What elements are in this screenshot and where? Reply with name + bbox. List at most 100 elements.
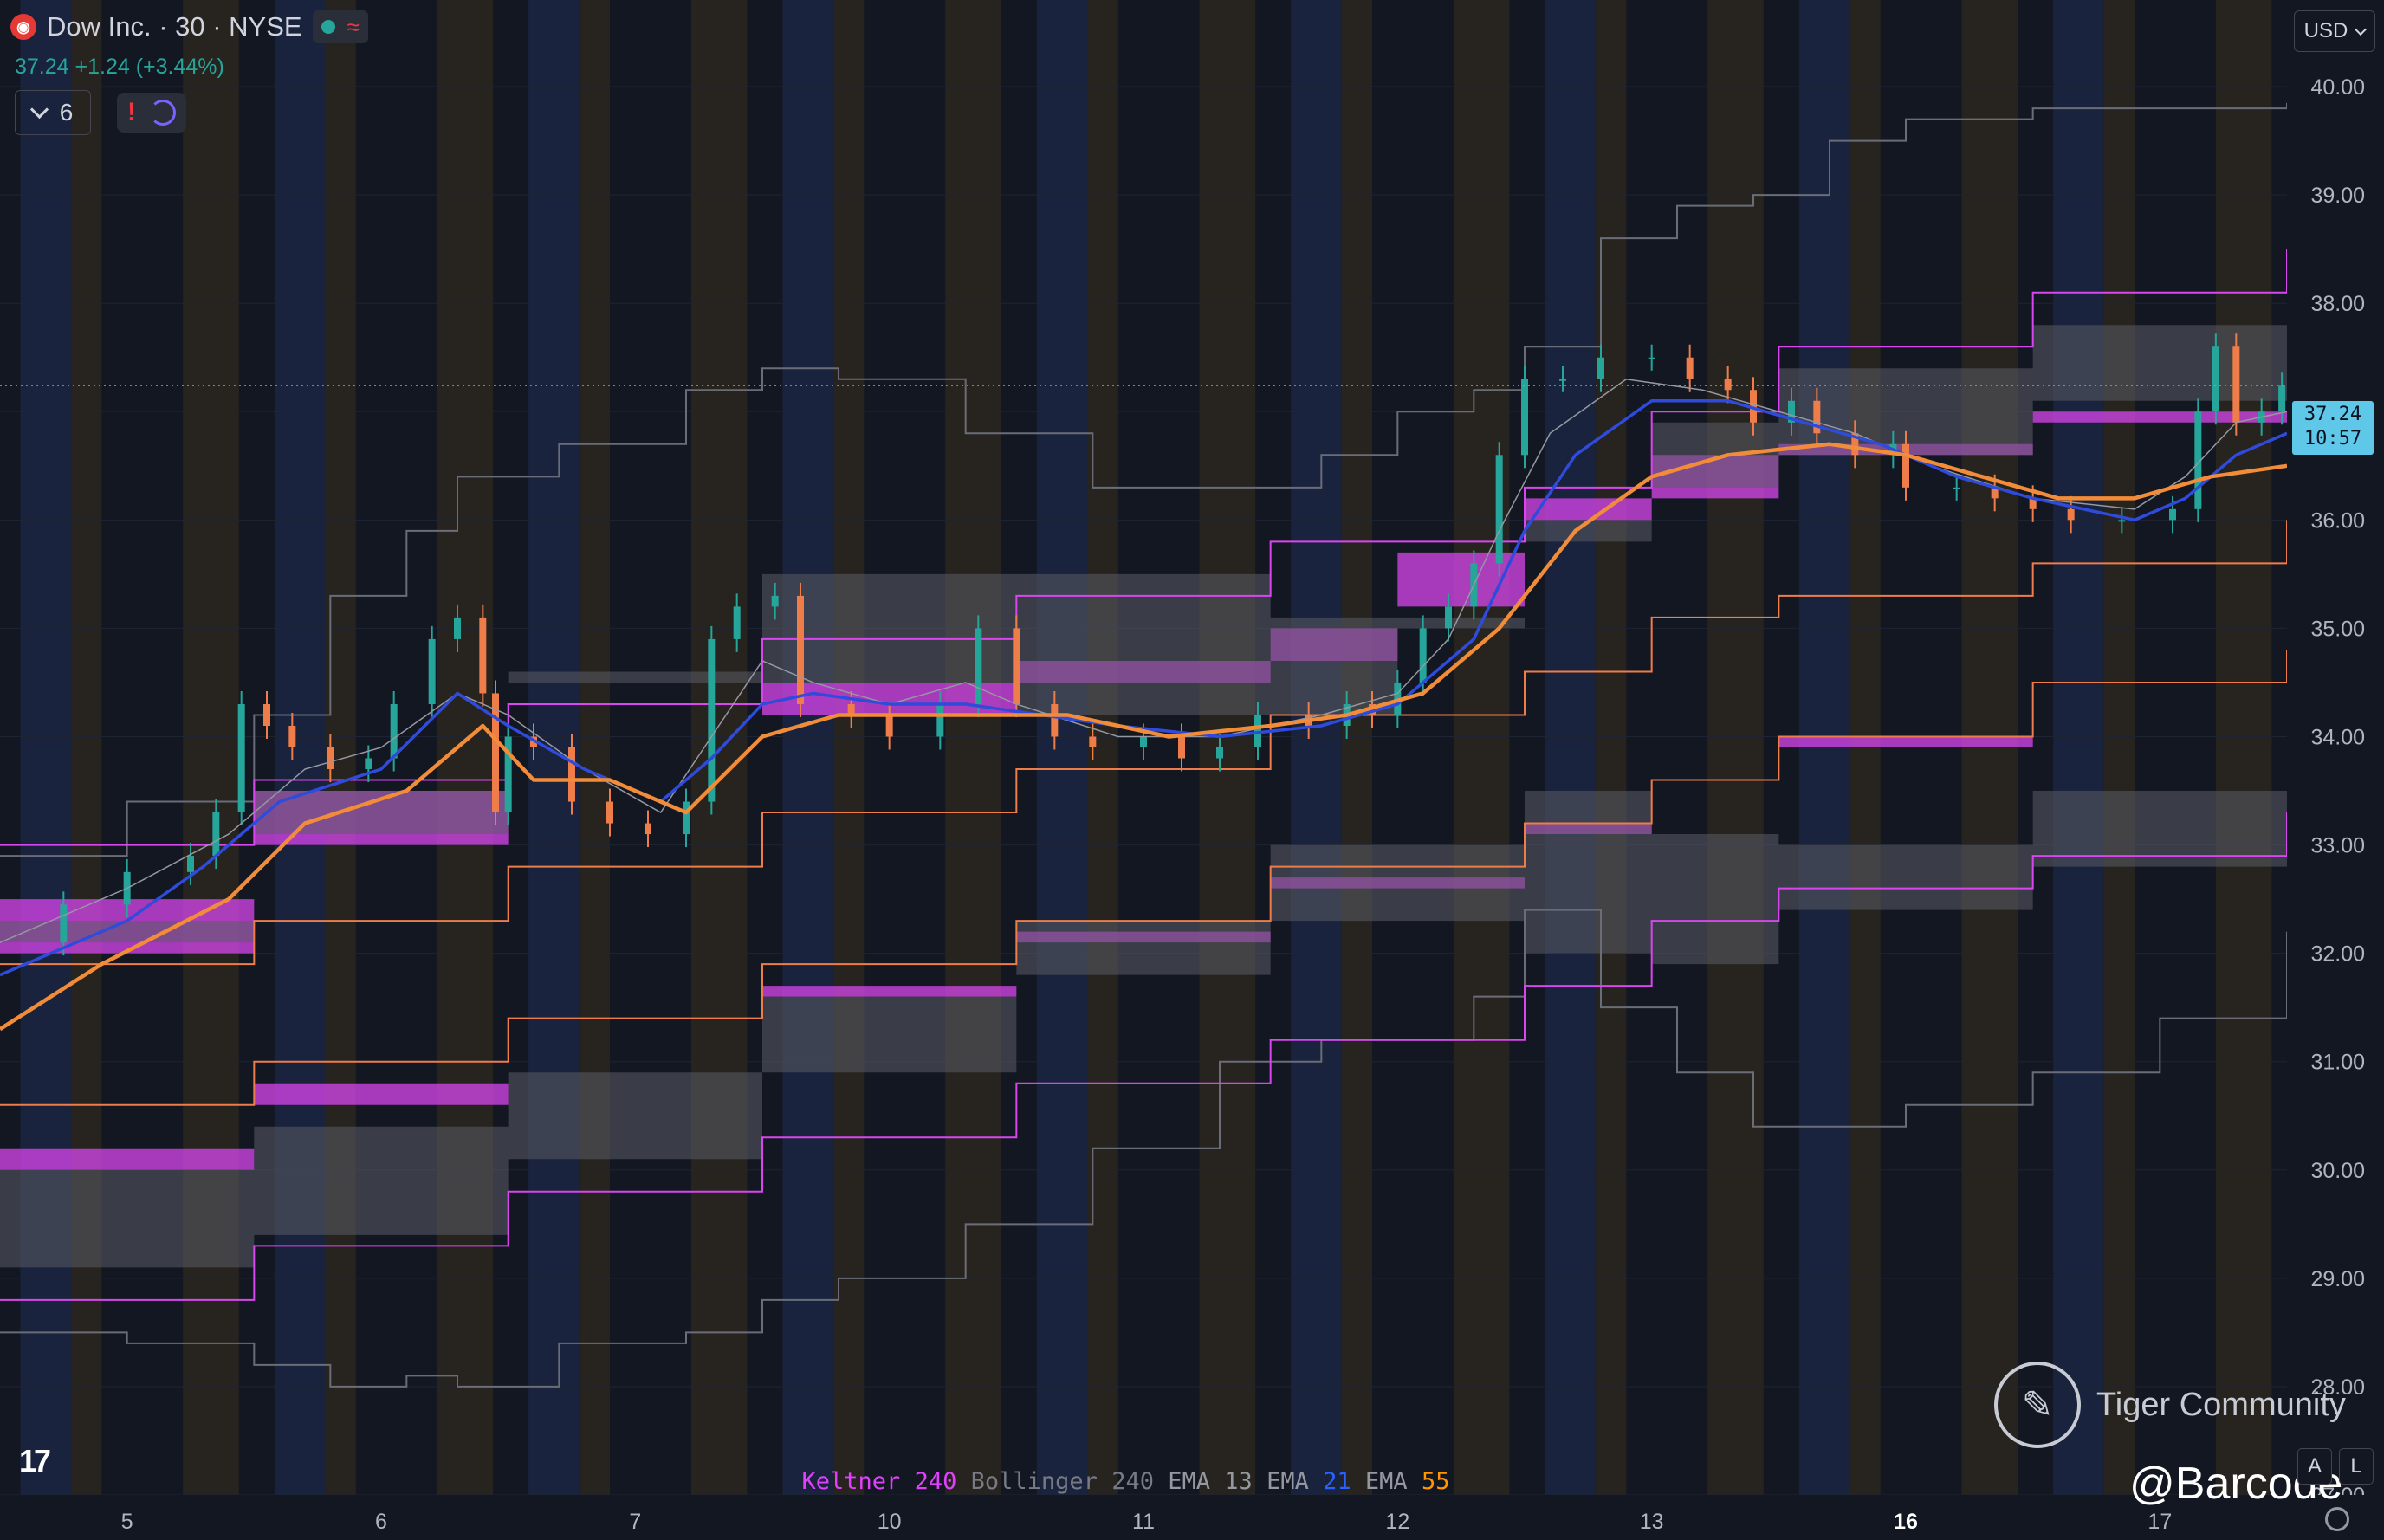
auto-scale-button[interactable]: A [2297,1448,2332,1485]
x-tick-label: 12 [1385,1510,1409,1534]
candle-body [1495,455,1503,564]
candle-body [1089,736,1097,747]
legend-name[interactable]: EMA [1266,1468,1309,1495]
session-shade [1596,0,1627,1495]
band-keltner-mid-band [0,379,2287,1008]
premarket-shade [2053,0,2104,1495]
candle-body [1521,379,1528,456]
sync-icon [150,100,176,126]
y-tick-label: 34.00 [2310,725,2365,749]
legend-param: 13 [1224,1468,1253,1495]
candle-body [212,812,220,857]
gear-icon[interactable] [2325,1507,2349,1531]
session-shade [1341,0,1372,1495]
candle-body [428,638,436,704]
y-tick-label: 35.00 [2310,617,2365,641]
alerts-pill[interactable]: ! [117,93,186,133]
session-shade [833,0,865,1495]
candle-body [2232,346,2240,423]
candle-body [885,715,893,737]
candle-body [1445,606,1452,629]
candle-body [733,606,741,639]
legend-name[interactable]: EMA [1168,1468,1211,1495]
candle-body [60,904,68,943]
dow-logo-icon: ◉ [10,14,36,40]
afterhours-shade [1199,0,1256,1495]
candle-body [1419,628,1427,683]
symbol-title[interactable]: Dow Inc. · 30 · NYSE [47,11,302,42]
candle-body [479,617,487,694]
candle-body [1559,379,1566,381]
premarket-shade [1291,0,1342,1495]
candle-body [1216,747,1223,759]
data-delay-icon: ≈ [347,13,360,40]
symbol-header[interactable]: ◉ Dow Inc. · 30 · NYSE ≈ [10,10,368,43]
candle-body [288,725,296,747]
candle-body [1902,443,1909,488]
y-tick-label: 29.00 [2310,1267,2365,1291]
y-tick-label: 31.00 [2310,1051,2365,1075]
candle-body [2029,498,2037,509]
candle-body [568,747,575,802]
candle-body [237,703,245,813]
line-ema-55 [0,442,2288,1032]
afterhours-shade [2215,0,2272,1495]
candle-body [797,595,804,704]
line-bollinger-upper [0,102,2288,857]
currency-label: USD [2303,19,2348,42]
candle-body [606,801,613,824]
afterhours-shade [437,0,494,1495]
chevron-down-icon [29,100,49,119]
premarket-shade [782,0,834,1495]
candle-body [1724,379,1732,391]
candle-body [492,693,499,813]
price-change: 37.24 +1.24 (+3.44%) [15,55,224,79]
line-keltner-inner-lower [0,650,2288,1106]
candle-body [530,736,537,747]
candle-body [1851,433,1859,456]
candle-body [936,703,944,737]
line-bollinger-lower [0,909,2288,1388]
legend-name[interactable]: EMA [1364,1468,1408,1495]
candle-body [187,856,194,872]
legend-name[interactable]: Keltner [801,1468,901,1495]
afterhours-shade [945,0,1001,1495]
candle-body [1788,400,1795,423]
y-tick-label: 38.00 [2310,292,2365,316]
candle-body [847,703,855,715]
session-shade [2103,0,2135,1495]
candle-body [708,638,716,802]
candle-body [975,628,982,704]
legend-param: 55 [1421,1468,1450,1495]
x-tick-label: 7 [629,1510,641,1534]
legend-param: 240 [914,1468,957,1495]
y-tick-label: 30.00 [2310,1159,2365,1183]
indicators-count: 6 [59,99,74,126]
log-scale-button[interactable]: L [2339,1448,2374,1485]
candle-body [504,736,512,813]
candle-body [1597,357,1604,379]
band-bollinger-low-band [0,758,2287,1268]
y-tick-label: 40.00 [2310,75,2365,100]
tradingview-logo-icon[interactable]: 17 [19,1443,51,1479]
indicators-toggle-button[interactable]: 6 [15,90,91,135]
candle-body [390,703,398,759]
candle-body [2212,346,2219,412]
afterhours-shade [690,0,748,1495]
candle-body [771,595,779,607]
price-scale-bg [2287,0,2384,1540]
status-pill[interactable]: ≈ [312,10,368,43]
candle-body [365,758,372,770]
currency-selector[interactable]: USD [2294,10,2375,52]
legend-name[interactable]: Bollinger [970,1468,1098,1495]
last-price-value: 37.24 [2303,404,2362,425]
candle-body [2278,385,2286,412]
y-tick-label: 39.00 [2310,184,2365,208]
tiger-logo-icon: ✎ [1994,1362,2081,1448]
x-tick-label: 5 [121,1510,133,1534]
candle-body [1051,703,1059,737]
x-tick-label: 6 [375,1510,387,1534]
x-tick-label: 16 [1894,1510,1918,1534]
watermark-brand: Tiger Community [2096,1386,2346,1423]
